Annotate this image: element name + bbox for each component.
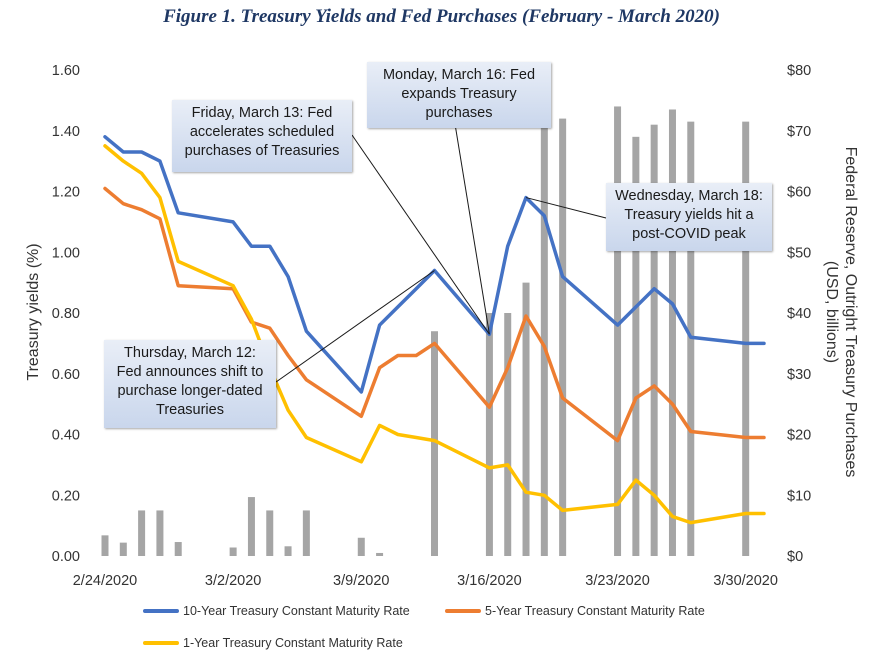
y-tick-label: 1.40 bbox=[52, 124, 80, 140]
annotation-leader-line bbox=[351, 134, 490, 335]
purchase-bar bbox=[284, 546, 292, 556]
purchase-bar bbox=[156, 510, 164, 556]
annotation-march-16: Monday, March 16: Fed expands Treasury p… bbox=[367, 62, 551, 128]
purchase-bar bbox=[376, 552, 384, 556]
y-tick-label: 1.20 bbox=[52, 185, 80, 201]
purchase-bar bbox=[614, 106, 622, 556]
legend-swatch-1y bbox=[143, 641, 179, 645]
chart-title: Figure 1. Treasury Yields and Fed Purcha… bbox=[163, 6, 720, 27]
purchase-bar bbox=[101, 535, 109, 556]
annotation-march-18: Wednesday, March 18: Treasury yields hit… bbox=[606, 183, 772, 251]
x-tick-label: 3/2/2020 bbox=[205, 573, 261, 589]
y2-tick-label: $10 bbox=[787, 488, 811, 504]
legend-label-5y: 5-Year Treasury Constant Maturity Rate bbox=[485, 604, 705, 618]
purchase-bar bbox=[650, 124, 658, 557]
legend-item-1y: 1-Year Treasury Constant Maturity Rate bbox=[143, 636, 403, 650]
x-tick-label: 2/24/2020 bbox=[73, 573, 138, 589]
y2-axis-label-line2: (USD, billions) bbox=[823, 261, 840, 363]
y-tick-label: 0.60 bbox=[52, 367, 80, 383]
y2-tick-label: $60 bbox=[787, 185, 811, 201]
y2-tick-label: $20 bbox=[787, 428, 811, 444]
purchase-bar bbox=[119, 542, 127, 556]
y2-axis-label-line1: Federal Reserve, Outright Treasury Purch… bbox=[842, 147, 859, 478]
purchase-bar bbox=[174, 542, 182, 556]
purchase-bar bbox=[138, 510, 146, 556]
x-tick-label: 3/16/2020 bbox=[457, 573, 522, 589]
purchase-bar bbox=[632, 136, 640, 556]
x-tick-label: 3/23/2020 bbox=[585, 573, 650, 589]
annotation-march-12: Thursday, March 12: Fed announces shift … bbox=[104, 340, 276, 428]
purchase-bar bbox=[504, 313, 512, 556]
series-line-2 bbox=[103, 144, 766, 525]
axes: 0.00 0.20 0.40 0.60 0.80 1.00 1.20 1.40 1.60 $0 $1… bbox=[52, 63, 811, 589]
y-tick-label: 0.20 bbox=[52, 488, 80, 504]
y-tick-label: 0.00 bbox=[52, 549, 80, 565]
legend-swatch-10y bbox=[143, 609, 179, 613]
purchase-bar bbox=[559, 118, 567, 556]
annotation-leaders bbox=[275, 123, 607, 383]
annotation-leader-line bbox=[525, 197, 607, 219]
y-tick-label: 1.00 bbox=[52, 245, 80, 261]
y2-tick-label: $50 bbox=[787, 245, 811, 261]
y2-tick-label: $30 bbox=[787, 367, 811, 383]
purchase-bar bbox=[302, 510, 310, 556]
legend-swatch-5y bbox=[445, 609, 481, 613]
series-line-0 bbox=[103, 135, 766, 394]
y-tick-label: 0.80 bbox=[52, 306, 80, 322]
y-tick-label: 0.40 bbox=[52, 428, 80, 444]
purchase-bar bbox=[357, 537, 365, 556]
purchase-bar bbox=[540, 100, 548, 556]
legend-item-10y: 10-Year Treasury Constant Maturity Rate bbox=[143, 604, 410, 618]
purchase-bar bbox=[247, 497, 255, 556]
legend-item-5y: 5-Year Treasury Constant Maturity Rate bbox=[445, 604, 705, 618]
x-tick-label: 3/30/2020 bbox=[713, 573, 778, 589]
y2-tick-label: $80 bbox=[787, 63, 811, 79]
y2-tick-label: $0 bbox=[787, 549, 803, 565]
legend-label-1y: 1-Year Treasury Constant Maturity Rate bbox=[183, 636, 403, 650]
purchase-bar bbox=[668, 109, 676, 557]
legend-label-10y: 10-Year Treasury Constant Maturity Rate bbox=[183, 604, 410, 618]
purchase-bar bbox=[522, 282, 530, 556]
purchase-bar bbox=[229, 547, 237, 556]
purchase-bar bbox=[742, 121, 750, 556]
annotation-leader-line bbox=[275, 270, 435, 383]
annotation-march-13: Friday, March 13: Fed accelerates schedu… bbox=[172, 100, 352, 172]
purchase-bar bbox=[431, 331, 438, 556]
y2-tick-label: $70 bbox=[787, 124, 811, 140]
y-tick-label: 1.60 bbox=[52, 63, 80, 79]
y-axis-label: Treasury yields (%) bbox=[25, 243, 42, 380]
x-tick-label: 3/9/2020 bbox=[333, 573, 389, 589]
purchase-bar bbox=[485, 313, 493, 556]
annotation-leader-line bbox=[454, 123, 490, 335]
series-line-1 bbox=[103, 186, 766, 443]
purchase-bar bbox=[266, 510, 274, 556]
y2-tick-label: $40 bbox=[787, 306, 811, 322]
yield-lines bbox=[103, 135, 766, 525]
